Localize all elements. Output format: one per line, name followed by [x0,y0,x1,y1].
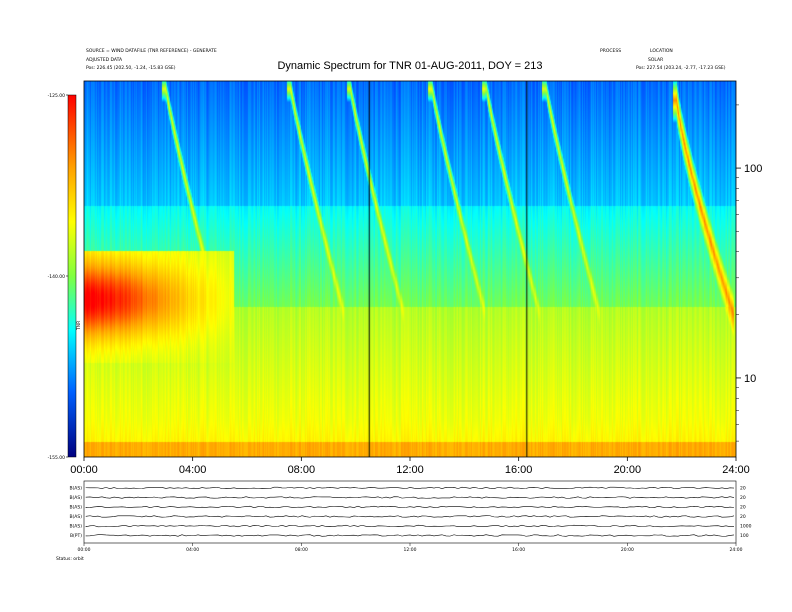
header-left: SOURCE = WIND DATAFILE (TNR REFERENCE) -… [86,48,217,71]
header-right-line-3: SOLAR [648,57,663,63]
bottom-row-right-tick: 20 [740,486,746,492]
bottom-row-right-tick: 20 [740,514,746,520]
bottom-row-label: B(AS) [69,524,82,530]
colorbar-ticks: -125.00 -140.00 -155.00 [48,93,68,461]
x-tick-label: 24:00 [722,464,750,476]
bottom-x-tick-label: 04:00 [186,547,199,553]
x-tick-label: 16:00 [505,464,533,476]
bottom-x-tick-label: 12:00 [404,547,417,553]
colorbar-tick-label: -125.00 [48,93,66,99]
bottom-row-right-tick: 1000 [740,524,752,530]
bottom-row-right-tick: 20 [740,495,746,501]
header-right: PROCESS LOCATION SOLAR Pos: 227.54 (203.… [600,48,726,71]
bottom-row-trace [85,515,735,518]
header-left-line-2: ADJUSTED DATA [86,57,123,63]
x-tick-label: 12:00 [396,464,424,476]
bottom-x-tick-label: 24:00 [730,547,743,553]
bottom-footer: Status: orbit [56,556,84,562]
bottom-row-trace [85,524,735,528]
bottom-x-tick-label: 20:00 [621,547,634,553]
right-axis-ticks: 100 10 [736,104,762,442]
right-tick-label: 10 [744,373,756,385]
colorbar-tick-label: -140.00 [48,274,66,280]
bottom-row-right-tick: 100 [740,533,749,539]
colorbar [67,94,77,458]
right-tick-label: 100 [744,163,762,175]
bottom-x-tick-label: 08:00 [295,547,308,553]
colorbar-label: TNR [76,321,82,331]
header-right-line-4: Pos: 227.54 (203.24, -2.77, -17.23 GSE) [636,65,726,71]
bottom-row-label: B(AS) [69,505,82,511]
bottom-row-label: B(PT) [70,533,82,539]
header-left-line-3: Pos: 226.45 (202.50, -1.24, -15.83 GSE) [86,65,176,71]
bottom-row-trace [85,496,735,499]
spectrogram-container [84,81,736,457]
bottom-row-label: B(AS) [69,514,82,520]
x-axis-ticks: 00:00 04:00 08:00 12:00 16:00 20:00 24:00 [70,457,750,476]
bottom-panel-frame [83,480,737,544]
bottom-row-right-tick: 20 [740,505,746,511]
bottom-row-label: B(AS) [69,495,82,501]
bottom-x-tick-label: 16:00 [512,547,525,553]
bottom-row-trace [85,505,735,509]
chart-title: Dynamic Spectrum for TNR 01-AUG-2011, DO… [277,60,542,72]
bottom-panel-x-ticks: 00:00 04:00 08:00 12:00 16:00 20:00 24:00 [78,543,743,553]
x-tick-label: 20:00 [614,464,642,476]
header-right-line-2: LOCATION [650,48,673,54]
bottom-panel-rows: B(AS) 20 B(AS) 20 B(AS) 20 B(AS) 20 B(AS) 1000 B(P… [69,486,751,540]
bottom-row-trace [85,486,735,490]
header-left-line-1: SOURCE = WIND DATAFILE (TNR REFERENCE) -… [86,48,217,54]
x-tick-label: 00:00 [70,464,98,476]
colorbar-tick-label: -155.00 [48,455,66,461]
x-tick-label: 04:00 [179,464,207,476]
header-right-line-1: PROCESS [600,48,621,54]
x-tick-label: 08:00 [288,464,316,476]
spectrogram-canvas [84,81,736,457]
bottom-x-tick-label: 00:00 [78,547,91,553]
bottom-row-trace [85,534,735,537]
bottom-row-label: B(AS) [69,486,82,492]
